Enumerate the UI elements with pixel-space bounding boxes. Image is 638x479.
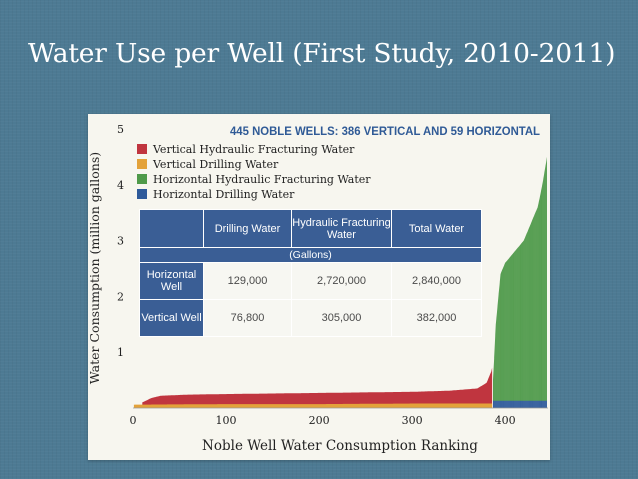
cell-vertical-total: 382,000 [391,299,482,337]
legend-swatch-vertical-fracturing [137,144,147,154]
legend-swatch-vertical-drilling [137,159,147,169]
cell-horizontal-drilling: 129,000 [203,262,292,300]
horizontal-fracturing-area [493,156,547,408]
header-fracturing-water: Hydraulic Fracturing Water [291,209,392,248]
row-label-horizontal: Horizontal Well [139,262,204,300]
cell-horizontal-fracturing: 2,720,000 [291,262,392,300]
water-use-table: Drilling Water Hydraulic Fracturing Wate… [139,209,482,337]
legend-label-vertical-fracturing: Vertical Hydraulic Fracturing Water [152,143,355,156]
bar-striations [492,159,547,408]
chart-title: 445 NOBLE WELLS: 386 VERTICAL AND 59 HOR… [230,126,540,138]
cell-horizontal-total: 2,840,000 [391,262,482,300]
legend-swatch-horizontal-drilling [137,189,147,199]
table-row-horizontal: Horizontal Well 129,000 2,720,000 2,840,… [139,262,482,300]
unit-label: (Gallons) [139,247,482,263]
slide-title: Water Use per Well (First Study, 2010-20… [28,38,616,69]
legend-label-horizontal-drilling: Horizontal Drilling Water [153,188,295,201]
y-axis-label: Water Consumption (million gallons) [87,152,102,384]
cell-vertical-fracturing: 305,000 [291,299,392,337]
x-tick-label: 400 [495,414,516,427]
table-unit-row: (Gallons) [139,247,482,263]
legend-label-vertical-drilling: Vertical Drilling Water [152,158,279,171]
y-tick-label: 4 [117,179,124,192]
horizontal-drilling-area [493,400,547,408]
legend: Vertical Hydraulic Fracturing Water Vert… [137,143,371,201]
x-tick-label: 200 [309,414,330,427]
legend-label-horizontal-fracturing: Horizontal Hydraulic Fracturing Water [153,173,371,186]
x-axis-label: Noble Well Water Consumption Ranking [202,438,478,454]
header-drilling-water: Drilling Water [203,209,292,248]
y-tick-label: 2 [117,290,124,303]
y-tick-label: 1 [117,346,124,359]
vertical-fracturing-area [142,367,493,408]
y-tick-label: 5 [117,123,124,136]
row-label-vertical: Vertical Well [139,299,204,337]
legend-swatch-horizontal-fracturing [137,174,147,184]
table-corner [139,209,204,248]
table-header-row: Drilling Water Hydraulic Fracturing Wate… [139,209,482,248]
y-tick-label: 3 [117,235,124,248]
table-row-vertical: Vertical Well 76,800 305,000 382,000 [139,299,482,337]
x-tick-label: 0 [130,414,137,427]
x-tick-label: 100 [216,414,237,427]
x-tick-label: 300 [402,414,423,427]
vertical-drilling-area [133,403,493,408]
cell-vertical-drilling: 76,800 [203,299,292,337]
header-total-water: Total Water [391,209,482,248]
